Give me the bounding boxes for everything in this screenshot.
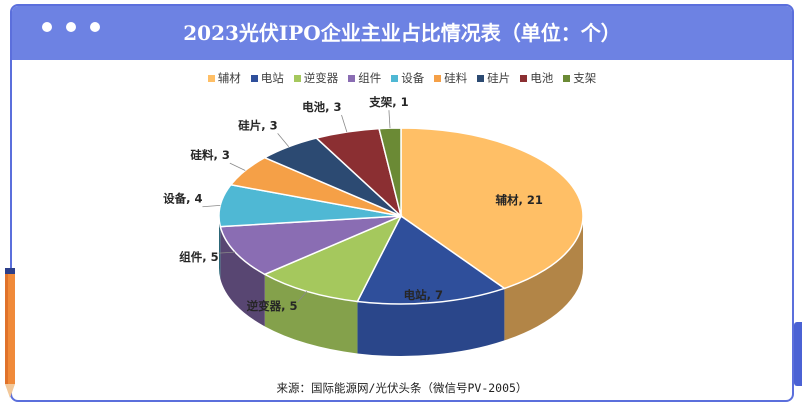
leader-line <box>341 114 348 133</box>
legend-label: 电池 <box>530 71 554 85</box>
pie-slices <box>218 127 584 305</box>
legend-item: 支架 <box>563 70 596 86</box>
data-label: 硅片, 3 <box>238 118 277 132</box>
pie-slice <box>400 127 584 290</box>
leader-line <box>388 110 391 129</box>
legend-label: 硅料 <box>444 71 468 85</box>
legend-label: 电站 <box>260 71 284 85</box>
dot-icon <box>42 22 52 32</box>
data-label: 设备, 4 <box>163 192 202 206</box>
pie-side-wall <box>220 226 265 327</box>
data-label: 支架, 1 <box>368 95 408 109</box>
legend-item: 逆变器 <box>293 70 339 86</box>
pie-side-wall <box>219 216 221 279</box>
legend-label: 支架 <box>573 71 597 85</box>
legend-item: 电池 <box>520 70 553 86</box>
legend-swatch <box>520 74 528 82</box>
legend-label: 辅材 <box>217 71 241 85</box>
pencil-icon <box>5 268 15 398</box>
leader-line <box>277 133 290 147</box>
leader-line <box>297 291 308 303</box>
legend-label: 设备 <box>401 71 425 85</box>
legend-label: 组件 <box>358 71 382 85</box>
dot-icon <box>90 22 100 32</box>
legend-item: 电站 <box>250 70 284 86</box>
data-label: 逆变器, 5 <box>247 299 298 313</box>
pie-labels: 辅材, 21 电站, 7 逆变器, 5 组件, 5 设备, 4 硅料, 3 硅片, 3 电池,… <box>163 95 543 313</box>
legend-swatch <box>477 74 485 82</box>
data-label: 电池, 3 <box>302 100 341 114</box>
dot-icon <box>66 22 76 32</box>
legend-swatch <box>434 74 442 82</box>
window-dots <box>42 22 100 32</box>
pie-side-wall <box>504 216 583 341</box>
leader-line <box>229 162 246 171</box>
leader-line <box>202 204 221 208</box>
legend-swatch <box>250 74 258 82</box>
pie-slice <box>356 214 507 305</box>
leader-line <box>218 251 236 254</box>
pie-sides <box>219 216 583 357</box>
data-label: 电站, 7 <box>404 288 443 302</box>
legend-swatch <box>391 74 399 82</box>
chart-legend: 辅材 电站 逆变器 组件 设备 硅料 硅片 电池 支架 <box>12 70 792 86</box>
side-tab <box>794 322 802 386</box>
legend-item: 辅材 <box>207 70 241 86</box>
title-bar: 2023光伏IPO企业主业占比情况表（单位：个） <box>12 6 792 60</box>
legend-item: 设备 <box>391 70 424 86</box>
source-note: 来源：国际能源网/光伏头条（微信号PV-2005） <box>276 381 528 395</box>
chart-title: 2023光伏IPO企业主业占比情况表（单位：个） <box>183 21 621 45</box>
pie-slice <box>378 127 402 217</box>
data-label: 硅料, 3 <box>190 148 229 162</box>
data-label: 组件, 5 <box>179 250 218 264</box>
data-label: 辅材, 21 <box>495 193 542 207</box>
legend-swatch <box>293 74 301 82</box>
legend-label: 硅片 <box>487 71 511 85</box>
legend-item: 硅料 <box>434 70 467 86</box>
legend-item: 硅片 <box>477 70 510 86</box>
pie-slice <box>263 214 403 303</box>
pie-side-wall <box>357 288 505 357</box>
legend-swatch <box>348 74 356 82</box>
pie-side-wall <box>264 274 358 354</box>
legend-swatch <box>207 74 215 82</box>
legend-swatch <box>563 74 571 82</box>
legend-item: 组件 <box>348 70 381 86</box>
legend-label: 逆变器 <box>303 71 339 85</box>
